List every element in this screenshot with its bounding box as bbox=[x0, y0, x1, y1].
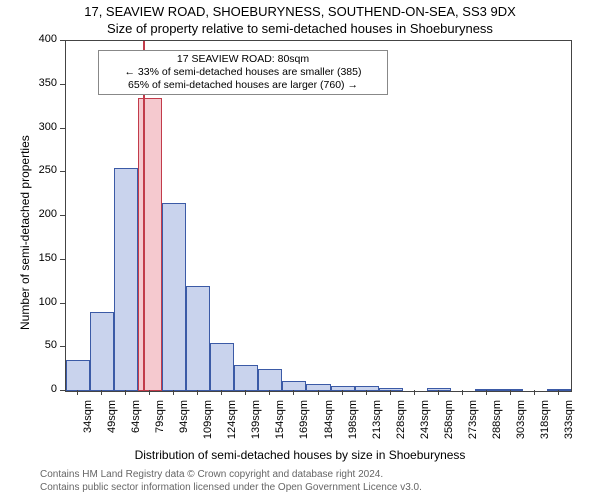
x-tick bbox=[77, 390, 78, 395]
x-tick bbox=[486, 390, 487, 395]
x-tick bbox=[558, 390, 559, 395]
histogram-bar bbox=[258, 369, 282, 391]
x-tick-label: 139sqm bbox=[250, 400, 262, 439]
x-tick-label: 273sqm bbox=[467, 400, 479, 439]
x-tick-label: 124sqm bbox=[226, 400, 238, 439]
y-tick-label: 50 bbox=[27, 339, 57, 351]
x-tick bbox=[366, 390, 367, 395]
y-tick bbox=[60, 346, 65, 347]
x-tick-label: 213sqm bbox=[371, 400, 383, 439]
x-tick bbox=[534, 390, 535, 395]
x-tick-label: 288sqm bbox=[491, 400, 503, 439]
footer-line2: Contains public sector information licen… bbox=[40, 481, 422, 494]
x-tick bbox=[293, 390, 294, 395]
histogram-bar bbox=[210, 343, 234, 391]
annotation-line2: ← 33% of semi-detached houses are smalle… bbox=[103, 66, 383, 79]
y-tick bbox=[60, 128, 65, 129]
x-tick bbox=[510, 390, 511, 395]
footer: Contains HM Land Registry data © Crown c… bbox=[40, 468, 422, 494]
histogram-bar bbox=[90, 312, 114, 391]
x-tick bbox=[342, 390, 343, 395]
x-tick bbox=[269, 390, 270, 395]
x-tick-label: 109sqm bbox=[202, 400, 214, 439]
x-tick-label: 333sqm bbox=[563, 400, 575, 439]
y-tick-label: 0 bbox=[27, 383, 57, 395]
x-tick-label: 303sqm bbox=[515, 400, 527, 439]
y-tick bbox=[60, 259, 65, 260]
y-axis-title: Number of semi-detached properties bbox=[18, 135, 32, 330]
x-tick-label: 34sqm bbox=[82, 400, 94, 433]
annotation-box: 17 SEAVIEW ROAD: 80sqm← 33% of semi-deta… bbox=[98, 50, 388, 95]
y-tick bbox=[60, 215, 65, 216]
y-tick bbox=[60, 171, 65, 172]
annotation-line3: 65% of semi-detached houses are larger (… bbox=[103, 79, 383, 92]
y-tick-label: 300 bbox=[27, 121, 57, 133]
x-tick-label: 79sqm bbox=[154, 400, 166, 433]
x-tick bbox=[438, 390, 439, 395]
x-tick bbox=[414, 390, 415, 395]
x-tick-label: 64sqm bbox=[130, 400, 142, 433]
x-tick-label: 184sqm bbox=[323, 400, 335, 439]
x-tick bbox=[318, 390, 319, 395]
x-tick bbox=[173, 390, 174, 395]
y-tick bbox=[60, 84, 65, 85]
x-tick-label: 228sqm bbox=[395, 400, 407, 439]
x-tick-label: 154sqm bbox=[274, 400, 286, 439]
x-tick-label: 198sqm bbox=[347, 400, 359, 439]
x-tick-label: 94sqm bbox=[178, 400, 190, 433]
y-tick bbox=[60, 390, 65, 391]
x-tick bbox=[149, 390, 150, 395]
x-tick-label: 169sqm bbox=[298, 400, 310, 439]
x-tick bbox=[245, 390, 246, 395]
histogram-bar bbox=[66, 360, 90, 391]
histogram-bar-highlight bbox=[138, 98, 162, 391]
x-tick bbox=[462, 390, 463, 395]
footer-line1: Contains HM Land Registry data © Crown c… bbox=[40, 468, 422, 481]
title-subtitle: Size of property relative to semi-detach… bbox=[0, 21, 600, 38]
x-axis-title: Distribution of semi-detached houses by … bbox=[0, 448, 600, 462]
histogram-bar bbox=[234, 365, 258, 391]
y-tick bbox=[60, 303, 65, 304]
x-tick-label: 258sqm bbox=[443, 400, 455, 439]
x-tick bbox=[101, 390, 102, 395]
x-tick bbox=[125, 390, 126, 395]
y-tick-label: 350 bbox=[27, 77, 57, 89]
x-tick bbox=[390, 390, 391, 395]
x-tick-label: 318sqm bbox=[539, 400, 551, 439]
x-tick bbox=[221, 390, 222, 395]
x-tick-label: 243sqm bbox=[419, 400, 431, 439]
histogram-bar bbox=[186, 286, 210, 391]
x-tick-label: 49sqm bbox=[106, 400, 118, 433]
title-address: 17, SEAVIEW ROAD, SHOEBURYNESS, SOUTHEND… bbox=[0, 0, 600, 21]
x-tick bbox=[197, 390, 198, 395]
histogram-bar bbox=[162, 203, 186, 391]
histogram-bar bbox=[114, 168, 138, 391]
annotation-line1: 17 SEAVIEW ROAD: 80sqm bbox=[103, 53, 383, 66]
y-tick-label: 400 bbox=[27, 33, 57, 45]
y-tick bbox=[60, 40, 65, 41]
histogram-bar bbox=[282, 381, 306, 392]
